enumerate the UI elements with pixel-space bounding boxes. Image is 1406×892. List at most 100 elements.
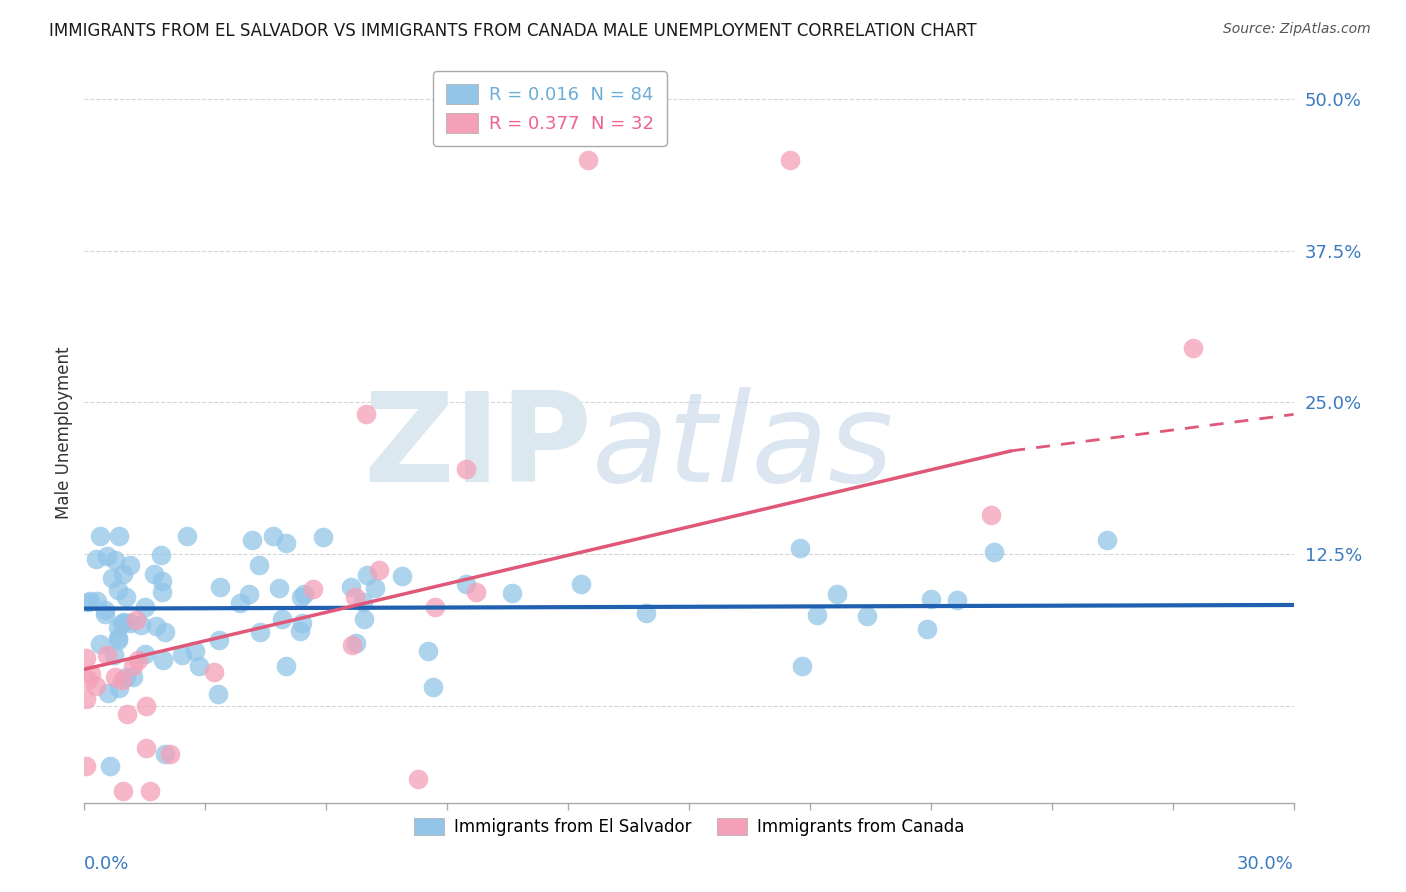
Immigrants from Canada [139, 783, 162, 797]
Immigrants from Canada [356, 408, 378, 422]
Immigrants from El Salvador [363, 582, 385, 596]
Y-axis label: Male Unemployment: Male Unemployment [55, 346, 73, 519]
Immigrants from El Salvador [229, 596, 252, 610]
Immigrants from El Salvador [356, 568, 378, 582]
Text: 0.0%: 0.0% [84, 855, 129, 872]
Immigrants from El Salvador [391, 569, 413, 583]
Immigrants from El Salvador [288, 624, 311, 639]
Immigrants from El Salvador [917, 622, 939, 636]
Immigrants from El Salvador [636, 606, 658, 620]
Immigrants from El Salvador [86, 594, 108, 608]
Immigrants from El Salvador [97, 685, 120, 699]
Immigrants from El Salvador [94, 602, 117, 616]
Text: Source: ZipAtlas.com: Source: ZipAtlas.com [1223, 22, 1371, 37]
Immigrants from Canada [159, 747, 181, 762]
Immigrants from El Salvador [131, 617, 153, 632]
Immigrants from Canada [75, 759, 97, 773]
Text: atlas: atlas [592, 387, 894, 508]
Immigrants from El Salvador [207, 687, 229, 701]
Immigrants from Canada [79, 667, 101, 681]
Immigrants from El Salvador [84, 551, 107, 566]
Immigrants from Canada [115, 706, 138, 721]
Immigrants from Canada [202, 665, 225, 679]
Immigrants from El Salvador [77, 594, 100, 608]
Immigrants from El Salvador [856, 609, 879, 624]
Immigrants from El Salvador [790, 659, 813, 673]
Immigrants from El Salvador [152, 653, 174, 667]
Immigrants from Canada [75, 651, 97, 665]
Immigrants from Canada [454, 461, 477, 475]
Immigrants from El Salvador [983, 545, 1005, 559]
Immigrants from El Salvador [120, 615, 142, 630]
Immigrants from El Salvador [107, 632, 129, 647]
Immigrants from El Salvador [150, 548, 173, 562]
Immigrants from El Salvador [121, 670, 143, 684]
Immigrants from El Salvador [103, 648, 125, 662]
Immigrants from El Salvador [290, 590, 312, 604]
Immigrants from Canada [84, 679, 107, 693]
Immigrants from El Salvador [145, 618, 167, 632]
Immigrants from El Salvador [93, 607, 115, 621]
Immigrants from El Salvador [267, 581, 290, 595]
Immigrants from Canada [111, 673, 134, 687]
Immigrants from El Salvador [920, 591, 942, 606]
Immigrants from Canada [576, 153, 599, 167]
Immigrants from El Salvador [501, 586, 523, 600]
Immigrants from El Salvador [806, 608, 828, 623]
Immigrants from El Salvador [271, 612, 294, 626]
Immigrants from El Salvador [291, 615, 314, 630]
Immigrants from El Salvador [153, 624, 176, 639]
Immigrants from Canada [342, 639, 364, 653]
Immigrants from El Salvador [143, 567, 166, 582]
Immigrants from El Salvador [184, 643, 207, 657]
Immigrants from El Salvador [134, 648, 156, 662]
Immigrants from El Salvador [96, 549, 118, 563]
Immigrants from El Salvador [172, 648, 194, 662]
Immigrants from El Salvador [274, 536, 297, 550]
Immigrants from El Salvador [292, 587, 315, 601]
Immigrants from Canada [302, 582, 325, 597]
Immigrants from El Salvador [89, 637, 111, 651]
Immigrants from El Salvador [262, 529, 284, 543]
Immigrants from El Salvador [107, 620, 129, 634]
Immigrants from El Salvador [89, 529, 111, 543]
Immigrants from Canada [406, 772, 429, 786]
Immigrants from El Salvador [107, 681, 129, 695]
Immigrants from El Salvador [176, 529, 198, 543]
Immigrants from Canada [135, 741, 157, 756]
Immigrants from El Salvador [274, 659, 297, 673]
Immigrants from El Salvador [353, 612, 375, 626]
Immigrants from El Salvador [422, 680, 444, 694]
Immigrants from El Salvador [115, 590, 138, 604]
Immigrants from Canada [343, 590, 366, 604]
Immigrants from Canada [112, 783, 135, 797]
Immigrants from El Salvador [240, 533, 263, 547]
Immigrants from El Salvador [108, 529, 131, 543]
Immigrants from El Salvador [238, 587, 260, 601]
Immigrants from Canada [1181, 341, 1204, 355]
Immigrants from Canada [96, 648, 118, 662]
Immigrants from Canada [122, 659, 145, 673]
Text: ZIP: ZIP [364, 387, 592, 508]
Immigrants from El Salvador [825, 587, 848, 601]
Immigrants from El Salvador [352, 595, 374, 609]
Immigrants from El Salvador [340, 580, 363, 594]
Immigrants from El Salvador [312, 530, 335, 544]
Immigrants from Canada [127, 653, 149, 667]
Immigrants from Canada [104, 670, 127, 684]
Immigrants from Canada [779, 153, 801, 167]
Immigrants from El Salvador [107, 583, 129, 598]
Immigrants from Canada [124, 613, 146, 627]
Immigrants from El Salvador [571, 576, 593, 591]
Immigrants from Canada [465, 585, 488, 599]
Immigrants from Canada [980, 508, 1002, 522]
Immigrants from El Salvador [120, 558, 142, 572]
Immigrants from El Salvador [208, 633, 231, 648]
Immigrants from Canada [423, 599, 446, 614]
Immigrants from El Salvador [247, 558, 270, 572]
Immigrants from El Salvador [155, 747, 177, 762]
Immigrants from El Salvador [789, 541, 811, 555]
Immigrants from El Salvador [114, 670, 136, 684]
Immigrants from El Salvador [107, 631, 129, 645]
Immigrants from El Salvador [416, 644, 439, 658]
